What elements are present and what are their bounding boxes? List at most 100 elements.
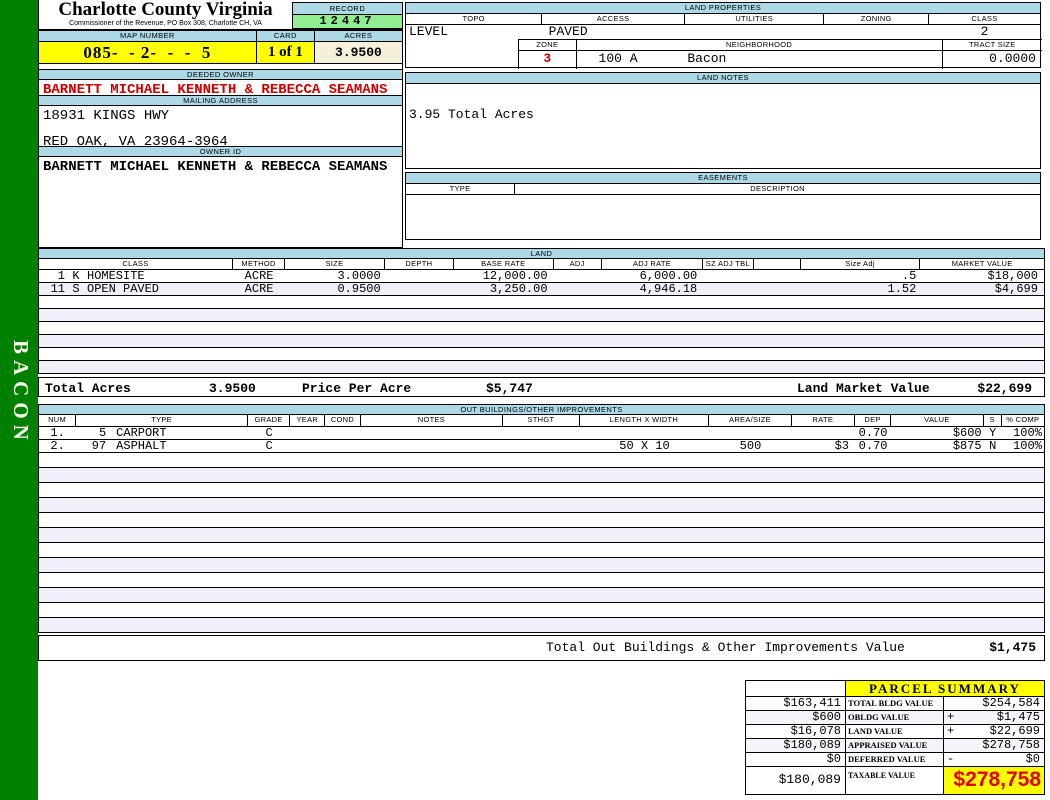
ps-left-value: $600 bbox=[746, 711, 846, 724]
empty-row bbox=[38, 335, 1045, 348]
zone-value-row: 3 100 A Bacon 0.0000 bbox=[519, 51, 1042, 69]
card-value: 1 of 1 bbox=[256, 42, 315, 63]
ps-left-value: $180,089 bbox=[746, 739, 846, 752]
record-value: 12447 bbox=[293, 15, 402, 28]
col-s: S bbox=[984, 415, 1002, 426]
parcel-summary-header-row: PARCEL SUMMARY bbox=[746, 681, 1044, 697]
col-value: VALUE bbox=[891, 415, 984, 426]
map-number-value-row: 085- - 2- - - 5 1 of 1 3.9500 bbox=[38, 41, 403, 64]
land-class-code: K bbox=[72, 269, 80, 283]
land-properties-header: LAND PROPERTIES bbox=[406, 3, 1040, 14]
map-number-header: MAP NUMBER bbox=[39, 31, 257, 41]
class-header: CLASS bbox=[971, 14, 998, 23]
col-depth: DEPTH bbox=[385, 259, 455, 269]
ob-type-name: ASPHALT bbox=[116, 439, 167, 453]
col-sz-adj-tbl: SZ ADJ TBL bbox=[703, 259, 754, 269]
col-cond: COND bbox=[325, 415, 361, 426]
col-grade: GRADE bbox=[248, 415, 291, 426]
col-pct-comp: % COMP bbox=[1006, 415, 1040, 424]
col-num: NUM bbox=[39, 415, 77, 426]
deeded-owner-header: DEEDED OWNER bbox=[39, 69, 402, 80]
land-size-adj: .5 bbox=[901, 269, 917, 283]
col-base-rate: BASE RATE bbox=[454, 259, 554, 269]
ps-label: TOTAL BLDG VALUE bbox=[846, 697, 944, 710]
mailing-address-header: MAILING ADDRESS bbox=[39, 95, 402, 106]
col-blank bbox=[754, 259, 801, 269]
col-dep: DEP bbox=[855, 415, 892, 426]
neighborhood-code: 100 A bbox=[598, 51, 638, 66]
map-number-header-row: MAP NUMBER CARD ACRES bbox=[38, 30, 403, 41]
land-row: 1 K HOMESITE ACRE 3.0000 12,000.00 6,000.0… bbox=[38, 270, 1045, 283]
utilities-header: UTILITIES bbox=[685, 14, 825, 24]
ps-right-value: $278,758 bbox=[982, 738, 1040, 752]
col-length-width: LENGTH X WIDTH bbox=[580, 415, 710, 426]
ps-label: APPRAISED VALUE bbox=[846, 739, 944, 752]
col-size: SIZE bbox=[285, 259, 385, 269]
zoning-header: ZONING bbox=[824, 14, 930, 24]
neighborhood-sideband: BACON bbox=[0, 0, 38, 800]
easement-description-header: DESCRIPTION bbox=[750, 184, 805, 193]
sideband-label: BACON bbox=[9, 340, 33, 446]
easements-columns: TYPE DESCRIPTION bbox=[406, 184, 1040, 195]
empty-row bbox=[38, 361, 1045, 374]
ps-left-value: $180,089 bbox=[746, 767, 846, 794]
out-building-row: 2. 97 ASPHALT C 50 X 10 500 $3 0.70 $875 … bbox=[38, 440, 1045, 453]
ob-cond bbox=[325, 440, 360, 452]
acres-header: ACRES bbox=[314, 31, 402, 41]
parcel-summary-row: $0 DEFERRED VALUE - $0 bbox=[746, 753, 1044, 767]
zone-table: ZONE NEIGHBORHOOD TRACT SIZE 3 100 A Bac… bbox=[518, 39, 1042, 69]
land-sz-adj-tbl bbox=[703, 270, 753, 282]
easements-section: EASEMENTS TYPE DESCRIPTION bbox=[405, 172, 1041, 240]
col-rate: RATE bbox=[792, 415, 855, 426]
land-market-value: $18,000 bbox=[987, 269, 1038, 283]
county-subtitle: Commissioner of the Revenue, PO Box 308,… bbox=[69, 20, 262, 27]
parcel-summary-row: $600 OBLDG VALUE + $1,475 bbox=[746, 711, 1044, 725]
col-type: TYPE bbox=[76, 415, 249, 426]
col-class: CLASS bbox=[39, 259, 233, 269]
land-notes-section: LAND NOTES 3.95 Total Acres bbox=[405, 72, 1041, 169]
zone-header: ZONE bbox=[519, 40, 577, 50]
ob-dep: 0.70 bbox=[858, 439, 888, 453]
card-header: CARD bbox=[256, 31, 315, 41]
ps-label: TAXABLE VALUE bbox=[846, 767, 944, 794]
ps-right-value: $254,584 bbox=[982, 696, 1040, 710]
ps-left-value: $163,411 bbox=[746, 697, 846, 710]
easements-header: EASEMENTS bbox=[406, 173, 1040, 184]
ob-notes bbox=[361, 427, 504, 439]
ob-num: 1. bbox=[50, 426, 65, 440]
land-table: LAND CLASS METHOD SIZE DEPTH BASE RATE A… bbox=[38, 248, 1045, 374]
empty-row bbox=[38, 603, 1045, 618]
land-sz-adj-tbl bbox=[703, 283, 753, 295]
tract-size-value: 0.0000 bbox=[989, 51, 1036, 66]
land-adj-rate: 6,000.00 bbox=[639, 269, 698, 283]
col-market-value: MARKET VALUE bbox=[951, 259, 1013, 268]
empty-row bbox=[38, 513, 1045, 528]
ob-dep: 0.70 bbox=[858, 426, 888, 440]
ob-value: $875 bbox=[952, 439, 982, 453]
out-buildings-header: OUT BUILDINGS/OTHER IMPROVEMENTS bbox=[38, 404, 1045, 415]
ob-value: $600 bbox=[952, 426, 982, 440]
ps-right-value: $22,699 bbox=[989, 724, 1040, 738]
col-year: YEAR bbox=[290, 415, 326, 426]
access-header: ACCESS bbox=[542, 14, 685, 24]
land-depth bbox=[385, 270, 454, 282]
col-area-size: AREA/SIZE bbox=[709, 415, 792, 426]
zone-value: 3 bbox=[519, 51, 577, 69]
neighborhood-value: 100 A Bacon bbox=[577, 51, 943, 69]
taxable-value-row: $180,089 TAXABLE VALUE $278,758 bbox=[746, 767, 1044, 794]
ob-grade: C bbox=[265, 439, 273, 453]
land-class-desc: HOMESITE bbox=[87, 269, 145, 283]
class-value: 2 bbox=[980, 24, 989, 39]
ob-sthgt bbox=[503, 440, 579, 452]
empty-row bbox=[38, 468, 1045, 483]
empty-row bbox=[38, 296, 1045, 309]
parcel-summary-blank-cell bbox=[746, 681, 846, 696]
topo-value: LEVEL bbox=[409, 24, 449, 39]
price-per-acre-value: $5,747 bbox=[486, 381, 533, 396]
out-buildings-total-label: Total Out Buildings & Other Improvements… bbox=[546, 640, 905, 655]
out-buildings-total-row: Total Out Buildings & Other Improvements… bbox=[38, 635, 1045, 661]
ob-s-flag: Y bbox=[989, 426, 997, 440]
ob-grade: C bbox=[265, 426, 273, 440]
ob-type-name: CARPORT bbox=[116, 426, 167, 440]
